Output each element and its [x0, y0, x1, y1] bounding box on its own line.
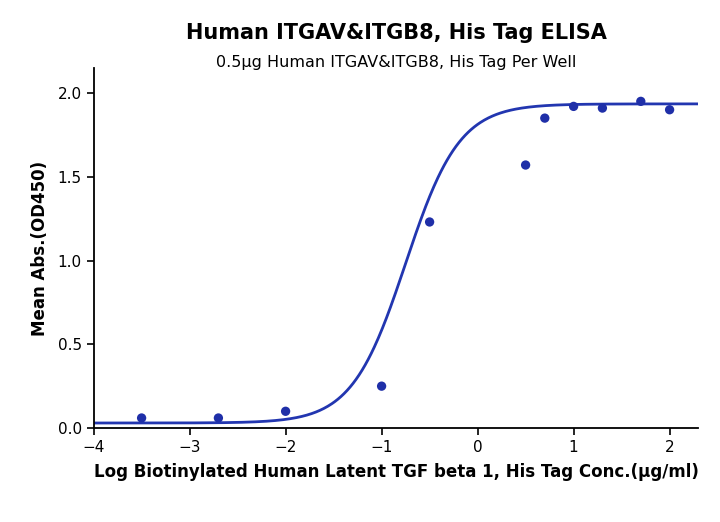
Text: Human ITGAV&ITGB8, His Tag ELISA: Human ITGAV&ITGB8, His Tag ELISA	[186, 23, 606, 43]
Point	[136, 414, 148, 422]
Point	[424, 218, 436, 226]
Y-axis label: Mean Abs.(OD450): Mean Abs.(OD450)	[32, 160, 50, 336]
Point	[376, 382, 387, 390]
X-axis label: Log Biotinylated Human Latent TGF beta 1, His Tag Conc.(μg/ml): Log Biotinylated Human Latent TGF beta 1…	[94, 463, 698, 481]
Point	[280, 407, 292, 416]
Point	[539, 114, 551, 122]
Point	[635, 97, 647, 105]
Point	[664, 105, 675, 114]
Point	[520, 161, 531, 169]
Point	[597, 104, 608, 112]
Point	[212, 414, 224, 422]
Text: 0.5μg Human ITGAV&ITGB8, His Tag Per Well: 0.5μg Human ITGAV&ITGB8, His Tag Per Wel…	[216, 55, 576, 70]
Point	[568, 102, 580, 111]
